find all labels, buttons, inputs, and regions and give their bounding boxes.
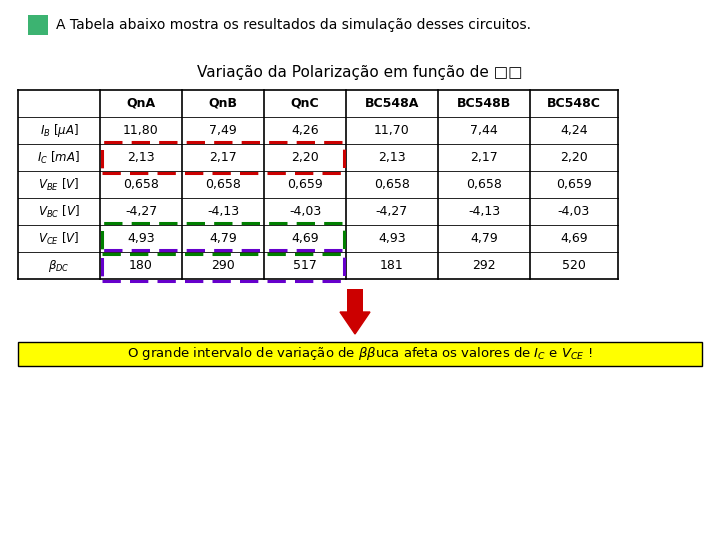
Text: O grande intervalo de variação de $\beta\beta$uca afeta os valores de $I_C$ e $V: O grande intervalo de variação de $\beta… [127, 346, 593, 362]
Text: 0,658: 0,658 [466, 178, 502, 191]
Text: 4,69: 4,69 [291, 232, 319, 245]
Text: BC548B: BC548B [457, 97, 511, 110]
Text: 7,49: 7,49 [209, 124, 237, 137]
Text: 4,24: 4,24 [560, 124, 588, 137]
Text: 520: 520 [562, 259, 586, 272]
Text: 11,80: 11,80 [123, 124, 159, 137]
Text: 0,658: 0,658 [374, 178, 410, 191]
Text: QnA: QnA [127, 97, 156, 110]
Polygon shape [340, 312, 370, 334]
Text: 7,44: 7,44 [470, 124, 498, 137]
Text: 4,93: 4,93 [378, 232, 406, 245]
Text: -4,27: -4,27 [125, 205, 157, 218]
Text: $I_C\ [mA]$: $I_C\ [mA]$ [37, 150, 81, 166]
Text: 4,93: 4,93 [127, 232, 155, 245]
Text: 0,659: 0,659 [287, 178, 323, 191]
Text: $V_{BC}\ [V]$: $V_{BC}\ [V]$ [38, 204, 80, 220]
Bar [28, 15, 48, 35]
Text: 180: 180 [129, 259, 153, 272]
Bar [347, 289, 363, 312]
Text: 4,69: 4,69 [560, 232, 588, 245]
Text: -4,03: -4,03 [289, 205, 321, 218]
Text: A Tabela abaixo mostra os resultados da simulação desses circuitos.: A Tabela abaixo mostra os resultados da … [56, 18, 531, 32]
Text: 2,17: 2,17 [209, 151, 237, 164]
Bar [102, 223, 344, 254]
Text: -4,13: -4,13 [468, 205, 500, 218]
Text: BC548A: BC548A [365, 97, 419, 110]
Text: 2,20: 2,20 [291, 151, 319, 164]
Text: 4,79: 4,79 [470, 232, 498, 245]
Text: $V_{CE}\ [V]$: $V_{CE}\ [V]$ [38, 231, 80, 247]
Text: $\beta_{DC}$: $\beta_{DC}$ [48, 258, 70, 273]
Text: 0,658: 0,658 [123, 178, 159, 191]
Text: $I_B\ [\mu A]$: $I_B\ [\mu A]$ [40, 122, 78, 139]
Text: 4,79: 4,79 [209, 232, 237, 245]
Text: -4,13: -4,13 [207, 205, 239, 218]
Text: 0,658: 0,658 [205, 178, 241, 191]
Text: 4,26: 4,26 [291, 124, 319, 137]
Text: 517: 517 [293, 259, 317, 272]
Text: 2,17: 2,17 [470, 151, 498, 164]
Text: 11,70: 11,70 [374, 124, 410, 137]
Text: Variação da Polarização em função de □□: Variação da Polarização em função de □□ [197, 64, 523, 79]
Text: $V_{BE}\ [V]$: $V_{BE}\ [V]$ [38, 177, 80, 193]
Text: -4,03: -4,03 [558, 205, 590, 218]
Text: 2,13: 2,13 [378, 151, 406, 164]
Text: QnB: QnB [209, 97, 238, 110]
Text: 181: 181 [380, 259, 404, 272]
Text: -4,27: -4,27 [376, 205, 408, 218]
Text: QnC: QnC [291, 97, 319, 110]
Text: BC548C: BC548C [547, 97, 601, 110]
Text: 0,659: 0,659 [556, 178, 592, 191]
Bar [102, 142, 344, 173]
Text: 292: 292 [472, 259, 496, 272]
Bar [102, 250, 344, 281]
Text: 2,13: 2,13 [127, 151, 155, 164]
Text: 290: 290 [211, 259, 235, 272]
Bar [18, 342, 702, 366]
Text: 2,20: 2,20 [560, 151, 588, 164]
